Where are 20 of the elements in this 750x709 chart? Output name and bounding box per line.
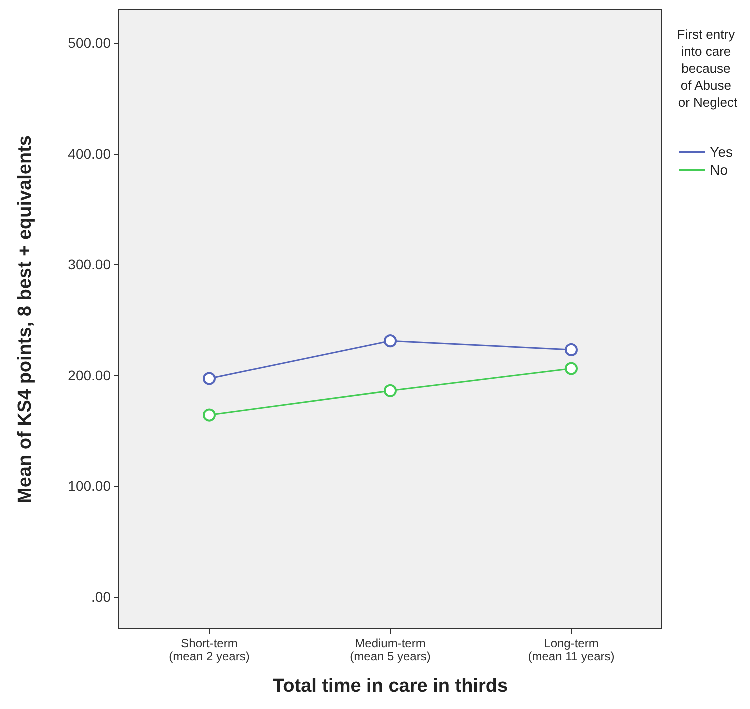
legend-label: No [710,162,728,178]
x-tick-label: Long-term (mean 11 years) [528,636,615,664]
point [203,372,216,386]
x-tick-label: Short-term (mean 2 years) [169,636,250,664]
y-tick-label: 100.00 [68,478,112,494]
legend-label: Yes [710,144,734,160]
legend-title: First entry into care because of Abuse or Neglect [677,27,739,110]
y-tick-label: 400.00 [68,146,112,162]
point [384,384,397,398]
y-tick-label: 200.00 [68,367,112,384]
point [565,362,578,376]
point [565,343,578,356]
y-tick-label: .00 [92,588,112,605]
y-tick-label: 300.00 [68,256,112,273]
y-axis-title: Mean of KS4 points, 8 best + equivalents [15,136,36,504]
x-axis-title: Total time in care in thirds [272,676,508,697]
point [203,408,216,422]
y-tick-label: 500.00 [68,35,112,52]
x-tick-label: Medium-term (mean 5 years) [350,636,431,664]
point [384,334,397,348]
